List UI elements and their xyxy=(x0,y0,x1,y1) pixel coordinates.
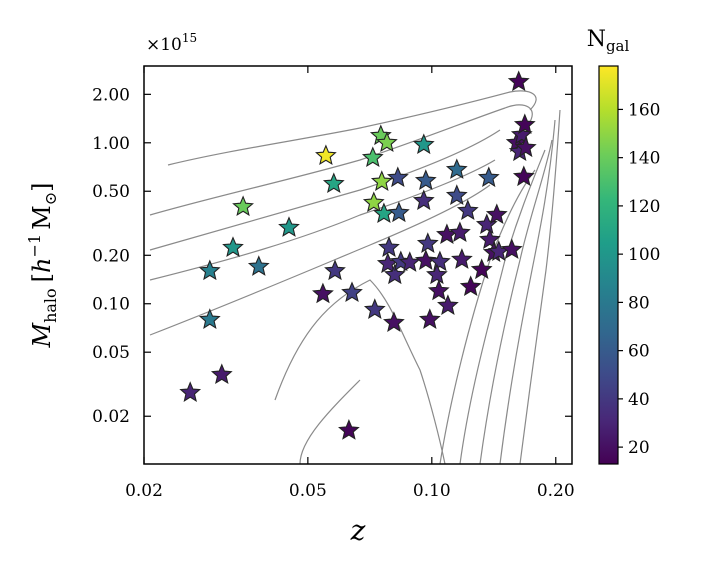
star-point xyxy=(513,113,536,135)
star-point xyxy=(416,232,439,253)
star-point xyxy=(378,236,400,257)
star-point xyxy=(418,308,441,329)
star-point xyxy=(427,279,450,301)
star-point xyxy=(456,199,479,221)
star-point xyxy=(507,70,530,92)
colorbar-tick-label: 120 xyxy=(628,197,660,217)
star-point xyxy=(449,221,471,243)
star-point xyxy=(363,298,386,319)
star-point xyxy=(386,166,409,188)
star-point xyxy=(512,165,535,187)
star-point xyxy=(338,419,360,440)
colorbar-tick-label: 40 xyxy=(628,390,650,410)
colorbar xyxy=(598,65,619,465)
y-tick-label: 0.20 xyxy=(92,246,130,266)
star-point xyxy=(445,184,468,205)
star-point xyxy=(179,381,202,402)
star-point xyxy=(341,281,363,303)
star-point xyxy=(222,236,244,257)
colorbar-tick-label: 140 xyxy=(628,149,660,169)
y-tick-label: 0.50 xyxy=(92,182,130,202)
x-tick-label: 0.10 xyxy=(413,481,451,501)
star-point xyxy=(412,189,435,211)
star-point xyxy=(470,258,493,280)
colorbar-label: Ngal xyxy=(587,27,630,55)
y-tick-label: 0.05 xyxy=(92,343,130,363)
y-tick-label: 0.10 xyxy=(92,295,130,315)
y-tick-label: 0.02 xyxy=(92,407,130,427)
star-point xyxy=(198,259,221,281)
x-tick-label: 0.20 xyxy=(537,481,575,501)
star-point xyxy=(414,249,437,270)
star-point xyxy=(312,282,334,304)
star-point xyxy=(412,133,435,155)
x-axis-label: z xyxy=(350,514,366,547)
star-point xyxy=(210,363,233,385)
star-point xyxy=(436,223,458,245)
star-point xyxy=(398,251,421,272)
star-point xyxy=(315,144,337,166)
star-point xyxy=(485,203,508,225)
star-point xyxy=(361,146,384,168)
star-point xyxy=(500,238,523,259)
star-point xyxy=(428,250,451,272)
x-tick-label: 0.05 xyxy=(289,481,327,501)
star-point xyxy=(247,255,270,276)
star-point xyxy=(414,169,437,190)
star-point xyxy=(477,166,500,188)
star-point xyxy=(388,201,410,223)
colorbar-tick-label: 160 xyxy=(628,100,660,120)
x-tick-label: 0.02 xyxy=(125,481,163,501)
star-point xyxy=(478,228,501,250)
star-point xyxy=(383,263,406,285)
star-point xyxy=(278,216,300,237)
star-point xyxy=(198,308,221,329)
star-point xyxy=(445,158,468,179)
star-point xyxy=(324,259,346,281)
star-point xyxy=(426,263,448,285)
y-axis-label: Mhalo[h−1M⊙] xyxy=(25,183,60,349)
star-point xyxy=(514,136,537,158)
star-point xyxy=(383,311,405,332)
star-point xyxy=(322,172,345,194)
y-tick-label: 1.00 xyxy=(92,134,130,154)
plot-frame xyxy=(143,65,573,465)
y-tick-label: 2.00 xyxy=(92,85,130,105)
colorbar-tick-label: 60 xyxy=(628,342,650,362)
density-contours xyxy=(149,90,561,464)
star-point xyxy=(459,275,482,297)
star-point xyxy=(437,294,459,315)
y-offset-label: ×1015 xyxy=(146,31,197,55)
star-point xyxy=(376,131,398,153)
star-point xyxy=(362,191,385,213)
star-point xyxy=(370,170,393,191)
colorbar-tick-label: 100 xyxy=(628,245,660,265)
colorbar-tick-label: 20 xyxy=(628,438,650,458)
colorbar-tick-label: 80 xyxy=(628,293,650,313)
star-point xyxy=(232,195,254,217)
star-point xyxy=(451,248,473,269)
